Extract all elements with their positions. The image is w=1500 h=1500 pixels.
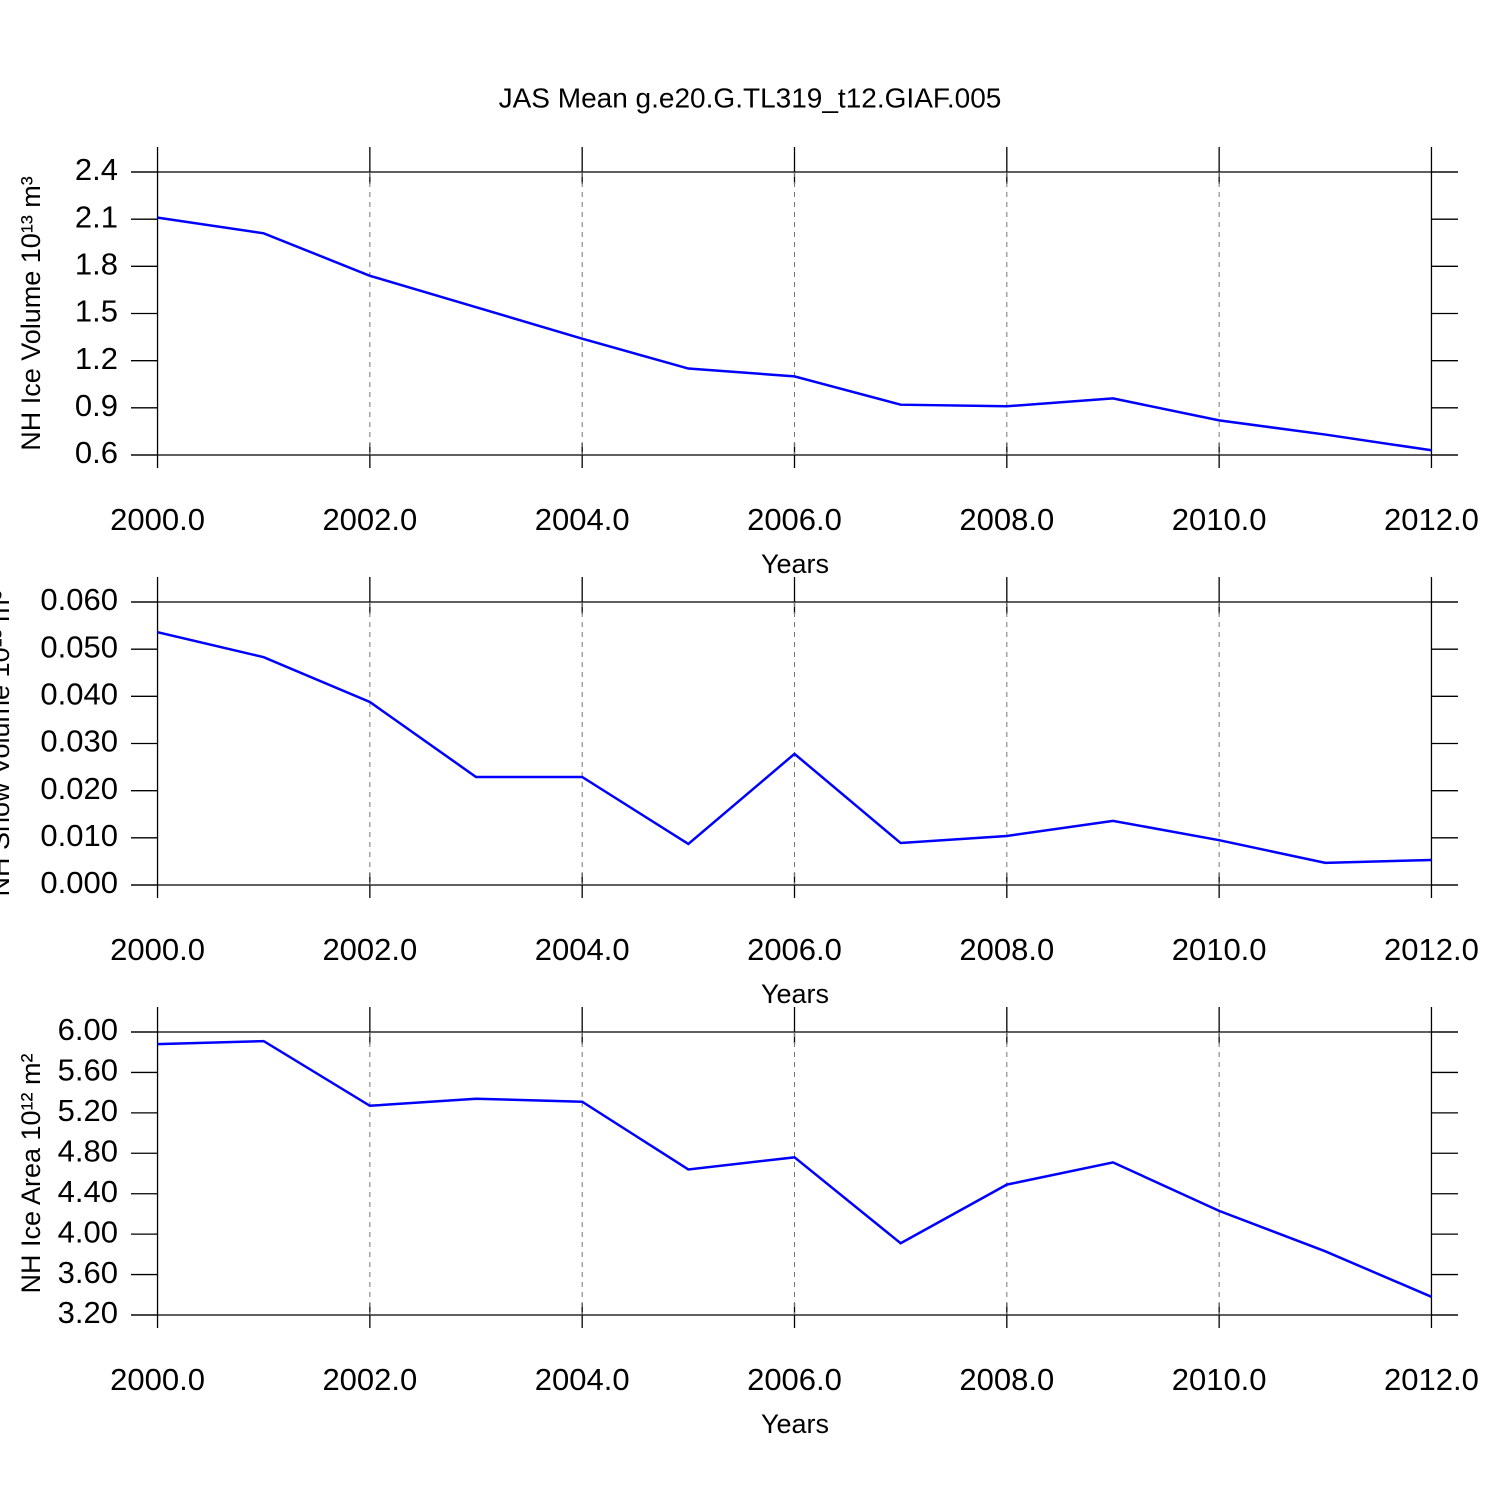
- y-tick-label: 0.000: [40, 865, 118, 900]
- x-tick-label: 2006.0: [747, 502, 842, 537]
- x-tick-label: 2008.0: [959, 1362, 1054, 1397]
- x-tick-label: 2010.0: [1172, 932, 1267, 967]
- y-tick-label: 4.80: [58, 1133, 118, 1168]
- x-tick-label: 2000.0: [110, 932, 205, 967]
- x-tick-label: 2010.0: [1172, 502, 1267, 537]
- y-tick-label: 0.050: [40, 629, 118, 664]
- y-tick-label: 5.20: [58, 1093, 118, 1128]
- y-tick-label: 6.00: [58, 1012, 118, 1047]
- data-line: [157, 630, 1432, 865]
- y-axis-label: NH Ice Area 10¹² m²: [16, 1053, 46, 1293]
- x-tick-label: 2008.0: [959, 932, 1054, 967]
- y-tick-label: 2.1: [75, 199, 118, 234]
- y-tick-label: 0.060: [40, 582, 118, 617]
- y-tick-label: 0.010: [40, 818, 118, 853]
- y-tick-label: 0.030: [40, 724, 118, 759]
- chart-title: JAS Mean g.e20.G.TL319_t12.GIAF.005: [499, 82, 1002, 113]
- y-tick-label: 3.60: [58, 1255, 118, 1290]
- y-tick-label: 3.20: [58, 1295, 118, 1330]
- x-tick-label: 2002.0: [322, 932, 417, 967]
- x-tick-label: 2012.0: [1384, 1362, 1479, 1397]
- y-tick-label: 0.9: [75, 388, 118, 423]
- x-tick-label: 2002.0: [322, 1362, 417, 1397]
- x-tick-label: 2000.0: [110, 502, 205, 537]
- y-tick-label: 1.8: [75, 247, 118, 282]
- x-axis-label: Years: [761, 549, 829, 579]
- data-line: [157, 1039, 1432, 1298]
- y-axis-label: NH Ice Volume 10¹³ m³: [16, 176, 46, 451]
- x-tick-label: 2008.0: [959, 502, 1054, 537]
- x-tick-label: 2006.0: [747, 932, 842, 967]
- y-tick-label: 1.2: [75, 341, 118, 376]
- y-tick-label: 2.4: [75, 152, 118, 187]
- y-tick-label: 0.6: [75, 435, 118, 470]
- y-tick-label: 5.60: [58, 1053, 118, 1088]
- x-tick-label: 2004.0: [535, 502, 630, 537]
- x-tick-label: 2004.0: [535, 932, 630, 967]
- x-axis-label: Years: [761, 1409, 829, 1439]
- y-tick-label: 1.5: [75, 294, 118, 329]
- x-tick-label: 2004.0: [535, 1362, 630, 1397]
- x-tick-label: 2002.0: [322, 502, 417, 537]
- y-tick-label: 0.020: [40, 771, 118, 806]
- x-tick-label: 2010.0: [1172, 1362, 1267, 1397]
- x-tick-label: 2012.0: [1384, 932, 1479, 967]
- y-tick-label: 0.040: [40, 677, 118, 712]
- data-line: [157, 216, 1432, 452]
- y-tick-label: 4.00: [58, 1214, 118, 1249]
- y-tick-label: 4.40: [58, 1174, 118, 1209]
- y-axis-label: NH Snow Volume 10¹³ m³: [0, 590, 15, 896]
- x-tick-label: 2000.0: [110, 1362, 205, 1397]
- x-tick-label: 2012.0: [1384, 502, 1479, 537]
- x-axis-label: Years: [761, 979, 829, 1009]
- x-tick-label: 2006.0: [747, 1362, 842, 1397]
